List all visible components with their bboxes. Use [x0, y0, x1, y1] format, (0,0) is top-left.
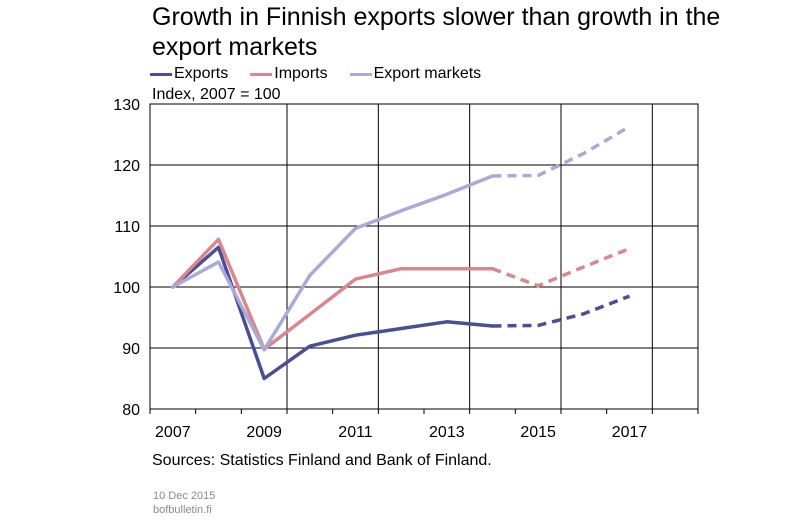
y-tick-label: 110 [114, 219, 140, 236]
source-note: Sources: Statistics Finland and Bank of … [152, 452, 492, 469]
series-forecast-line-export-markets [492, 125, 631, 178]
y-axis-unit-label: Index, 2007 = 100 [152, 86, 281, 103]
y-tick-label: 80 [122, 402, 140, 419]
plot-frame [149, 103, 699, 410]
series-forecast-line-imports [491, 246, 631, 288]
y-tick-label: 120 [113, 158, 140, 175]
site-name: bofbulletin.fi [153, 504, 212, 516]
legend-item-exports: Exports [150, 65, 228, 83]
series-line-exports [171, 245, 495, 381]
y-tick-label: 130 [113, 97, 140, 114]
x-tick-label: 2007 [155, 424, 191, 441]
x-tick-label: 2013 [429, 424, 465, 441]
series-forecast-line-exports [492, 294, 631, 328]
legend-item-imports: Imports [250, 65, 328, 83]
publish-date: 10 Dec 2015 [153, 490, 216, 502]
legend-swatch-imports [250, 72, 273, 76]
legend-item-export-markets: Export markets [349, 65, 482, 83]
x-tick-label: 2009 [246, 424, 282, 441]
legend-label-export-markets: Export markets [373, 65, 482, 82]
series-line-export-markets [171, 174, 495, 352]
x-tick-label: 2015 [520, 424, 556, 441]
legend: Exports Imports Export markets [150, 64, 503, 84]
x-tick-label: 2017 [612, 424, 648, 441]
chart-title: Growth in Finnish exports slower than gr… [152, 3, 721, 61]
y-tick-label: 90 [122, 341, 140, 358]
legend-label-imports: Imports [274, 65, 328, 82]
series-line-imports [171, 237, 495, 351]
legend-swatch-export-markets [349, 72, 372, 76]
legend-label-exports: Exports [174, 65, 229, 82]
y-tick-label: 100 [113, 280, 140, 297]
x-tick-label: 2011 [338, 424, 373, 441]
legend-swatch-exports [150, 72, 172, 76]
